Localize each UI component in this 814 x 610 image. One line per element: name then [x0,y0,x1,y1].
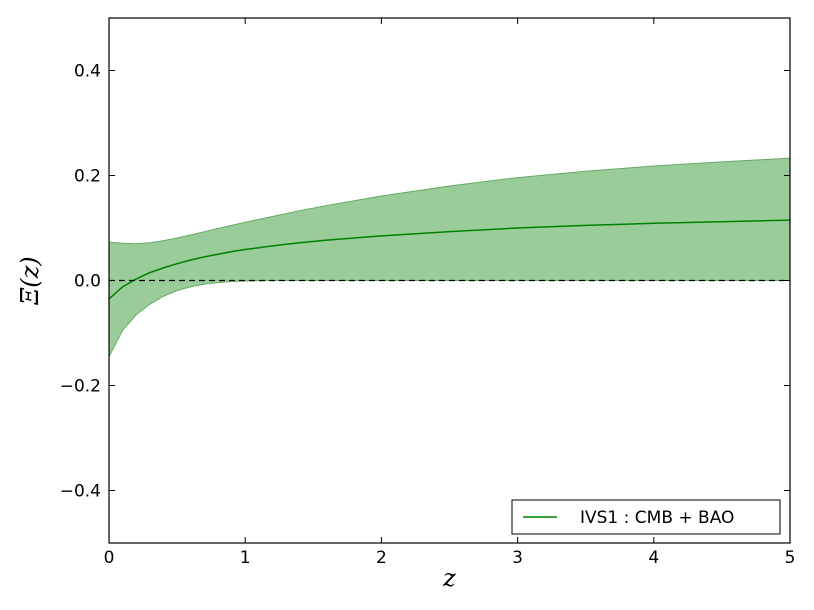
confidence-band-layer [108,157,791,357]
y-tick-label: −0.4 [60,482,101,502]
plot-frame [108,17,791,544]
x-tick-label: 0 [104,548,115,568]
x-tick-label: 5 [785,548,796,568]
y-axis-label: Ξ(z) [16,256,44,305]
series-line-0 [108,219,791,300]
y-tick-label: −0.2 [60,377,101,397]
y-tick-label: 0.4 [74,62,101,82]
x-tick-label: 1 [240,548,251,568]
y-tick-label: 0.0 [74,272,101,292]
legend-box [511,499,781,535]
x-axis-label: z [442,564,456,592]
legend: IVS1 : CMB + BAO [511,499,781,535]
series-line-layer [108,219,791,300]
x-tick-label: 2 [376,548,387,568]
x-tick-label: 3 [512,548,523,568]
axis-ticks-layer: 0 1 2 3 4 5 −0.4 −0.2 0.0 0.2 0.4 [60,18,796,568]
legend-entry-label: IVS1 : CMB + BAO [580,508,734,528]
x-tick-label: 4 [648,548,659,568]
y-tick-label: 0.2 [74,167,101,187]
confidence-band-0 [108,157,791,357]
